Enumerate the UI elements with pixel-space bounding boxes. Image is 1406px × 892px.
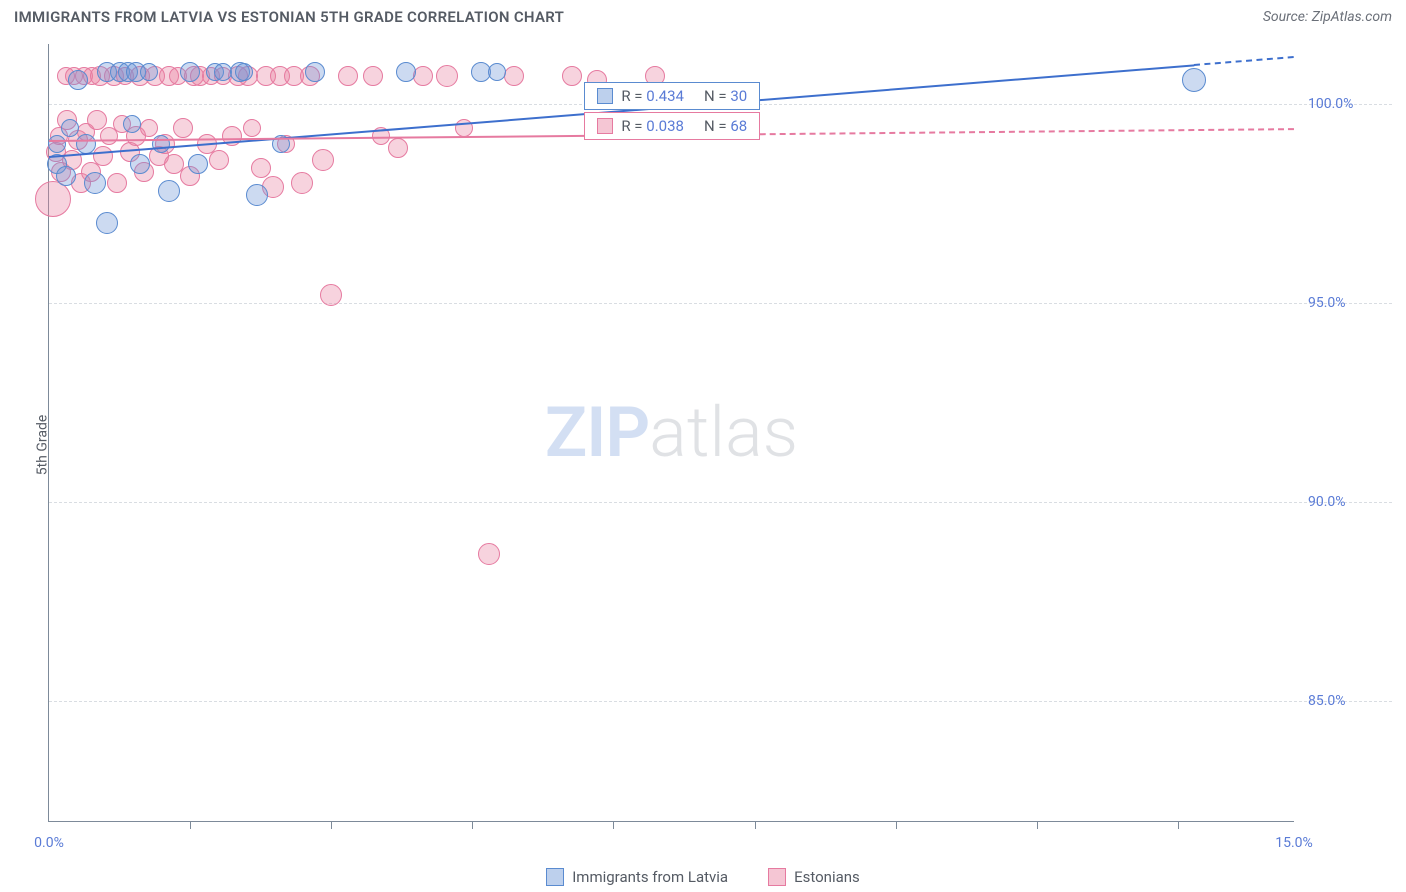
stats-box: R = 0.434 N = 30	[584, 82, 760, 110]
data-point	[209, 150, 229, 170]
data-point	[130, 154, 150, 174]
data-point	[312, 149, 334, 171]
x-tick-label: 15.0%	[1275, 835, 1313, 851]
x-tick	[190, 821, 191, 829]
watermark: ZIPatlas	[545, 392, 798, 474]
stat-n-label: N =	[704, 117, 730, 135]
stat-n-value: 68	[730, 117, 747, 135]
data-point	[338, 66, 358, 86]
x-tick	[1037, 821, 1038, 829]
swatch-icon	[546, 868, 564, 886]
data-point	[61, 119, 79, 137]
watermark-atlas: atlas	[649, 392, 798, 474]
data-point	[152, 135, 170, 153]
data-point	[251, 158, 271, 178]
swatch-icon	[597, 118, 613, 134]
y-tick-label: 100.0%	[1308, 96, 1388, 112]
legend-label: Estonians	[794, 868, 860, 886]
data-point	[188, 154, 208, 174]
data-point	[396, 62, 416, 82]
chart-title: IMMIGRANTS FROM LATVIA VS ESTONIAN 5TH G…	[14, 8, 564, 26]
x-tick	[613, 821, 614, 829]
data-point	[140, 119, 158, 137]
stat-r-label: R =	[621, 117, 646, 135]
trend-line-ext	[1194, 56, 1294, 66]
x-tick-label: 0.0%	[34, 835, 64, 851]
x-tick	[755, 821, 756, 829]
plot-region: ZIPatlas 100.0%95.0%90.0%85.0%0.0%15.0%R…	[48, 44, 1294, 822]
swatch-icon	[768, 868, 786, 886]
chart-source: Source: ZipAtlas.com	[1263, 9, 1392, 25]
stat-r-value: 0.038	[646, 117, 684, 135]
data-point	[123, 115, 141, 133]
y-tick-label: 90.0%	[1308, 494, 1388, 510]
gridline	[49, 701, 1392, 702]
data-point	[140, 63, 158, 81]
data-point	[235, 63, 253, 81]
stat-n-label: N =	[704, 87, 730, 105]
data-point	[291, 172, 313, 194]
watermark-zip: ZIP	[545, 392, 649, 474]
chart-area: 5th Grade ZIPatlas 100.0%95.0%90.0%85.0%…	[14, 38, 1392, 852]
chart-header: IMMIGRANTS FROM LATVIA VS ESTONIAN 5TH G…	[0, 0, 1406, 30]
data-point	[504, 66, 524, 86]
y-tick-label: 95.0%	[1308, 295, 1388, 311]
trend-line-ext	[680, 128, 1294, 136]
data-point	[84, 172, 106, 194]
swatch-icon	[597, 88, 613, 104]
legend-label: Immigrants from Latvia	[572, 868, 728, 886]
stat-r-value: 0.434	[646, 87, 684, 105]
x-tick	[896, 821, 897, 829]
stat-n-value: 30	[730, 87, 747, 105]
data-point	[48, 135, 66, 153]
y-tick-label: 85.0%	[1308, 693, 1388, 709]
data-point	[320, 284, 342, 306]
data-point	[363, 66, 383, 86]
data-point	[436, 65, 458, 87]
data-point	[562, 66, 582, 86]
data-point	[478, 543, 500, 565]
legend-item-estonians: Estonians	[768, 868, 860, 886]
data-point	[305, 62, 325, 82]
data-point	[35, 181, 71, 217]
data-point	[68, 70, 88, 90]
data-point	[76, 134, 96, 154]
data-point	[173, 118, 193, 138]
legend: Immigrants from Latvia Estonians	[0, 868, 1406, 886]
data-point	[1182, 68, 1206, 92]
x-tick	[472, 821, 473, 829]
stats-box: R = 0.038 N = 68	[584, 112, 760, 140]
gridline	[49, 303, 1392, 304]
gridline	[49, 502, 1392, 503]
data-point	[93, 146, 113, 166]
data-point	[96, 212, 118, 234]
x-tick	[331, 821, 332, 829]
data-point	[243, 119, 261, 137]
legend-item-latvia: Immigrants from Latvia	[546, 868, 728, 886]
data-point	[180, 62, 200, 82]
x-tick	[1178, 821, 1179, 829]
data-point	[56, 166, 76, 186]
data-point	[107, 173, 127, 193]
data-point	[488, 63, 506, 81]
data-point	[246, 184, 268, 206]
data-point	[388, 138, 408, 158]
data-point	[158, 180, 180, 202]
stat-r-label: R =	[621, 87, 646, 105]
